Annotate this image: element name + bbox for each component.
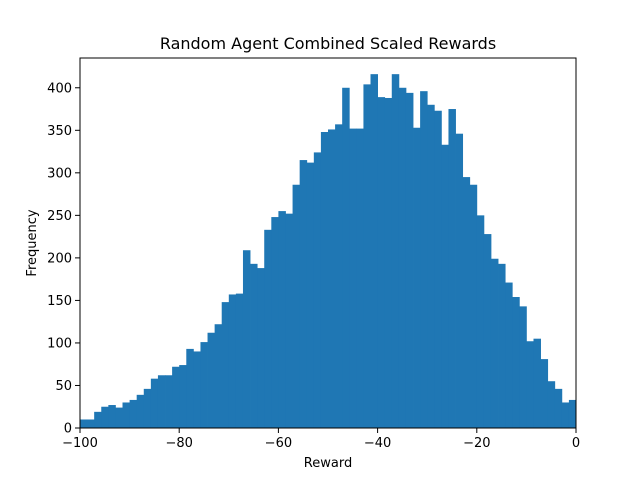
histogram-bar xyxy=(363,84,371,429)
x-tick-label: −80 xyxy=(165,436,192,451)
y-tick-label: 400 xyxy=(47,81,72,96)
histogram-bar xyxy=(186,348,194,428)
x-tick-label: −20 xyxy=(463,436,490,451)
histogram-bar xyxy=(356,128,364,428)
histogram-bar xyxy=(179,365,187,428)
histogram-bar xyxy=(172,366,180,428)
histogram-bar xyxy=(143,388,152,428)
histogram-bar xyxy=(512,297,520,428)
histogram-bar xyxy=(320,132,329,428)
histogram-bar xyxy=(377,97,386,428)
histogram-bar xyxy=(299,160,308,428)
histogram-bar xyxy=(370,74,378,428)
histogram-bar xyxy=(342,87,350,429)
histogram-bar xyxy=(469,184,478,428)
histogram-bar xyxy=(441,144,449,428)
histogram-bar xyxy=(391,74,400,428)
histogram-bar xyxy=(250,263,258,428)
histogram-bar xyxy=(561,402,570,428)
y-tick-label: 50 xyxy=(55,379,72,394)
histogram-bar xyxy=(87,419,95,428)
histogram-bar xyxy=(526,341,534,428)
y-tick-label: 0 xyxy=(64,422,72,437)
histogram-bar xyxy=(405,92,414,429)
histogram-bar xyxy=(533,338,541,428)
y-axis-label: Frequency xyxy=(25,209,40,276)
histogram-bar xyxy=(349,128,357,428)
histogram-bar xyxy=(101,406,109,428)
x-tick-label: 0 xyxy=(572,436,580,451)
histogram-bar xyxy=(335,124,343,428)
histogram-bar xyxy=(547,381,556,428)
y-tick-label: 200 xyxy=(47,251,72,266)
histogram-bar xyxy=(292,184,301,428)
histogram-bar xyxy=(519,306,527,428)
histogram-bar xyxy=(228,294,237,428)
y-tick-label: 150 xyxy=(47,294,72,309)
histogram-bar xyxy=(150,378,159,428)
histogram-bar xyxy=(80,419,88,428)
histogram-bar xyxy=(214,324,223,428)
histogram-bar xyxy=(257,268,265,428)
histogram-bar xyxy=(108,405,116,428)
histogram-bar xyxy=(235,293,244,428)
histogram-bar xyxy=(568,399,577,428)
histogram-bar xyxy=(505,282,513,428)
x-axis-label: Reward xyxy=(304,456,352,471)
plot-frame xyxy=(79,57,577,429)
histogram-bar xyxy=(278,211,286,428)
histogram-bar xyxy=(434,110,442,429)
y-tick-label: 300 xyxy=(47,166,72,181)
histogram-bar xyxy=(540,359,549,428)
y-tick-label: 250 xyxy=(47,209,72,224)
histogram-bar xyxy=(94,411,102,428)
x-tick-label: −100 xyxy=(62,436,98,451)
histogram-bar xyxy=(165,375,173,428)
x-tick-label: −60 xyxy=(265,436,292,451)
histogram-bar xyxy=(271,217,279,428)
histogram-bar xyxy=(157,375,166,428)
histogram-bar xyxy=(328,129,336,428)
histogram-bar xyxy=(207,332,216,428)
histogram-bar xyxy=(285,213,293,428)
chart-title: Random Agent Combined Scaled Rewards xyxy=(160,34,496,53)
histogram-bar xyxy=(129,399,138,428)
histogram-bar xyxy=(427,104,435,428)
x-tick-label: −40 xyxy=(364,436,391,451)
histogram-bar xyxy=(200,342,208,428)
histogram-bar xyxy=(122,402,130,428)
histogram-bar xyxy=(413,127,421,428)
histogram-bar xyxy=(221,302,230,428)
x-axis-ticks: −100 −80 −60 −40 −20 0 xyxy=(62,428,580,451)
histogram-bar xyxy=(420,91,428,429)
histogram-bar xyxy=(264,229,272,428)
histogram-bar xyxy=(498,263,506,428)
histogram-bar xyxy=(490,258,499,428)
histogram-bar xyxy=(462,177,471,428)
bars-group xyxy=(80,74,577,429)
histogram-bar xyxy=(193,351,201,428)
histogram-bar xyxy=(313,152,322,428)
histogram-bar xyxy=(554,388,563,428)
histogram-bar xyxy=(483,234,492,428)
y-tick-label: 100 xyxy=(47,336,72,351)
histogram-bar xyxy=(242,250,251,428)
histogram-bar xyxy=(115,407,123,428)
histogram-bar xyxy=(476,215,485,428)
histogram-bar xyxy=(136,394,145,428)
histogram-bar xyxy=(448,109,456,428)
histogram-bar xyxy=(398,87,407,429)
histogram-bar xyxy=(384,97,393,428)
y-axis-ticks: 0 50 100 150 200 250 300 350 400 xyxy=(47,81,80,437)
histogram-bar xyxy=(455,133,464,428)
y-tick-label: 350 xyxy=(47,124,72,139)
histogram-bar xyxy=(306,162,315,428)
